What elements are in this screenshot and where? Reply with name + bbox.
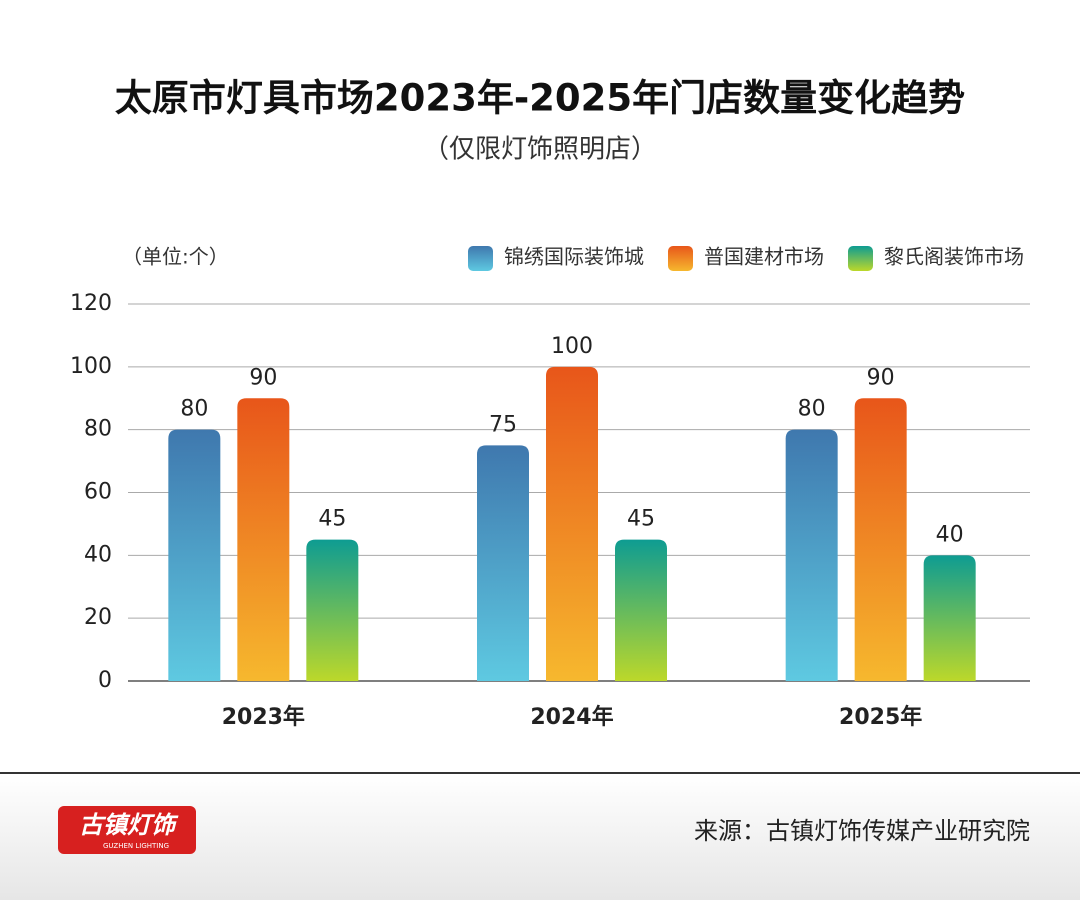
bar bbox=[546, 366, 598, 681]
y-tick-label: 80 bbox=[84, 417, 112, 442]
value-label: 90 bbox=[867, 365, 895, 390]
value-label: 100 bbox=[551, 334, 593, 359]
chart-title: 太原市灯具市场2023年-2025年门店数量变化趋势 bbox=[115, 77, 965, 120]
legend-label: 锦绣国际装饰城 bbox=[504, 245, 644, 269]
y-tick-label: 40 bbox=[84, 542, 112, 567]
y-tick-label: 60 bbox=[84, 480, 112, 505]
legend-swatch bbox=[468, 246, 493, 271]
value-label: 90 bbox=[249, 365, 277, 390]
legend-label: 黎氏阁装饰市场 bbox=[884, 245, 1024, 269]
value-label: 80 bbox=[180, 397, 208, 422]
legend-swatch bbox=[668, 246, 693, 271]
bar bbox=[237, 398, 290, 681]
x-tick-label: 2025年 bbox=[839, 704, 922, 730]
value-label: 45 bbox=[318, 507, 346, 532]
bar bbox=[615, 539, 667, 681]
source-note: 来源：古镇灯饰传媒产业研究院 bbox=[694, 817, 1030, 845]
value-label: 75 bbox=[489, 412, 517, 437]
value-label: 80 bbox=[798, 397, 826, 422]
legend-swatch bbox=[848, 246, 873, 271]
bar bbox=[785, 429, 838, 681]
x-tick-label: 2024年 bbox=[530, 704, 613, 730]
value-label: 45 bbox=[627, 507, 655, 532]
x-tick-label: 2023年 bbox=[222, 704, 305, 730]
logo-badge bbox=[58, 806, 196, 854]
logo-subtext: GUZHEN LIGHTING bbox=[103, 842, 169, 850]
y-tick-label: 100 bbox=[70, 354, 112, 379]
bar bbox=[477, 445, 529, 681]
y-tick-label: 20 bbox=[84, 605, 112, 630]
y-tick-label: 120 bbox=[70, 291, 112, 316]
bar bbox=[923, 555, 976, 681]
value-label: 40 bbox=[936, 522, 964, 547]
legend-label: 普国建材市场 bbox=[704, 245, 824, 269]
logo-text: 古镇灯饰 bbox=[79, 811, 179, 839]
bar bbox=[306, 539, 359, 681]
bar bbox=[854, 398, 907, 681]
chart-subtitle: （仅限灯饰照明店） bbox=[423, 135, 657, 165]
y-tick-label: 0 bbox=[98, 668, 112, 693]
unit-label: （单位:个） bbox=[122, 245, 229, 269]
bar bbox=[168, 429, 221, 681]
